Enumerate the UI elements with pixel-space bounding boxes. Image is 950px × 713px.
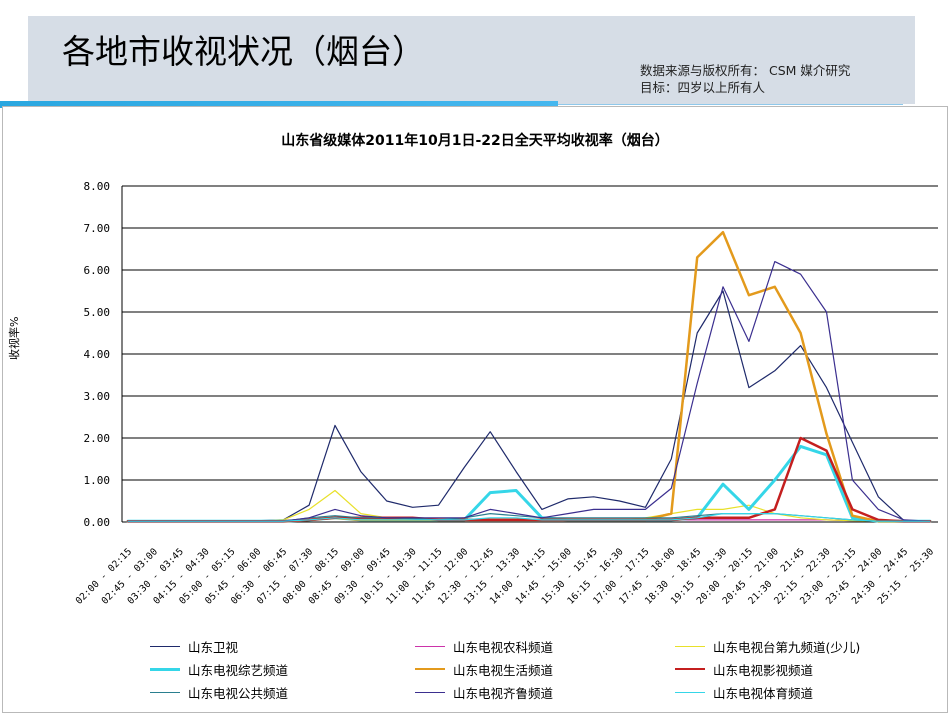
chart-title: 山东省级媒体2011年10月1日-22日全天平均收视率（烟台） <box>281 133 669 149</box>
y-tick-label: 7.00 <box>84 222 111 235</box>
legend-item: 山东电视公共频道 <box>150 682 288 702</box>
y-tick-label: 1.00 <box>84 474 111 487</box>
accent-divider <box>0 101 558 108</box>
legend-swatch <box>150 667 180 671</box>
y-tick-label: 4.00 <box>84 348 111 361</box>
source-line-1: 数据来源与版权所有： CSM 媒介研究 <box>640 63 851 78</box>
header-band <box>28 16 915 104</box>
series-line-5 <box>126 230 932 523</box>
legend-item: 山东卫视 <box>150 636 238 656</box>
legend-swatch <box>675 645 705 647</box>
slide-title: 各地市收视状况（烟台） <box>62 32 422 71</box>
legend-item: 山东电视农科频道 <box>415 636 553 656</box>
legend-swatch <box>675 668 705 670</box>
legend-label: 山东电视齐鲁频道 <box>453 685 554 701</box>
data-source: 数据来源与版权所有： CSM 媒介研究 目标：四岁以上所有人 <box>640 62 850 96</box>
series-line-8 <box>127 261 931 522</box>
legend-swatch <box>415 668 445 670</box>
y-tick-label: 2.00 <box>84 432 111 445</box>
legend-swatch <box>150 645 180 647</box>
legend-label: 山东电视综艺频道 <box>188 662 289 678</box>
legend-label: 山东电视生活频道 <box>453 662 554 678</box>
legend-label: 山东电视台第九频道(少儿) <box>713 639 861 655</box>
legend-swatch <box>415 691 445 693</box>
y-tick-label: 8.00 <box>84 180 111 193</box>
legend-item: 山东电视综艺频道 <box>150 659 288 679</box>
legend-item: 山东电视齐鲁频道 <box>415 682 553 702</box>
legend-label: 山东电视农科频道 <box>453 639 554 655</box>
legend-item: 山东电视影视频道 <box>675 659 813 679</box>
source-line-2: 目标：四岁以上所有人 <box>640 80 766 95</box>
y-tick-label: 5.00 <box>84 306 111 319</box>
legend-swatch <box>415 645 445 647</box>
legend-item: 山东电视台第九频道(少儿) <box>675 636 860 656</box>
legend-item: 山东电视生活频道 <box>415 659 553 679</box>
thin-divider <box>558 104 903 105</box>
legend-swatch <box>675 691 705 693</box>
series-line-4 <box>126 444 932 523</box>
legend-label: 山东电视影视频道 <box>713 662 814 678</box>
y-tick-label: 3.00 <box>84 390 111 403</box>
legend-label: 山东电视体育频道 <box>713 685 814 701</box>
legend-label: 山东卫视 <box>188 639 239 655</box>
legend-label: 山东电视公共频道 <box>188 685 289 701</box>
series-line-1 <box>127 290 931 522</box>
legend-swatch <box>150 691 180 693</box>
y-tick-label: 6.00 <box>84 264 111 277</box>
legend-item: 山东电视体育频道 <box>675 682 813 702</box>
series-line-9 <box>127 512 931 522</box>
y-tick-label: 0.00 <box>84 516 111 529</box>
